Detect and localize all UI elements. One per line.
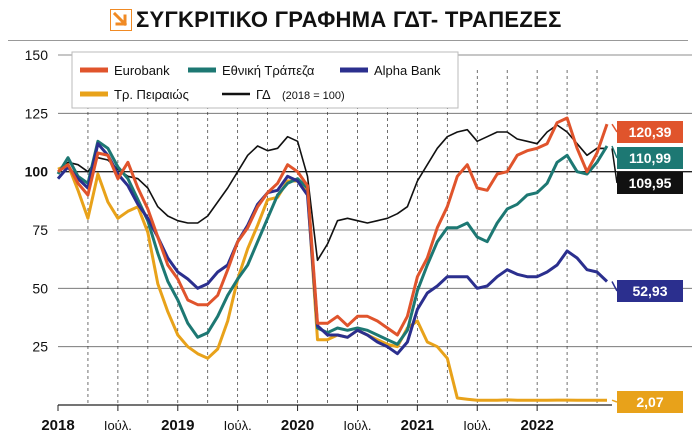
x-tick-label: 2019: [161, 417, 194, 434]
series-line-ethniki: [56, 139, 609, 346]
end-label-value: 109,95: [629, 175, 672, 191]
series-line-peiraios: [57, 163, 608, 402]
end-label-box: [617, 391, 683, 413]
end-label-connector: [611, 281, 618, 292]
series-lines: [56, 116, 609, 402]
end-label-value: 110,99: [629, 150, 671, 166]
end-label-value: 120,39: [629, 124, 672, 140]
y-tick-label: 75: [32, 222, 48, 238]
end-label-connector: [611, 145, 618, 159]
arrow-down-right-icon: [110, 9, 132, 31]
legend-label-eurobank: Eurobank: [114, 63, 170, 78]
legend-box: [71, 51, 459, 109]
end-label-box: [617, 280, 683, 302]
legend-label-gd: ΓΔ: [256, 87, 271, 102]
end-label-connector: [611, 148, 618, 184]
end-label-box: [617, 147, 683, 169]
x-axis: 2018 Ιούλ. 2019 Ιούλ. 2020 Ιούλ. 2021 Ιούλ. 2022: [41, 404, 612, 434]
y-tick-label: 125: [25, 105, 49, 121]
x-tick-label: Ιούλ.: [224, 418, 252, 433]
end-label-alpha: 52,93: [611, 280, 683, 302]
end-label-value: 2,07: [636, 394, 663, 410]
x-tick-label: 2022: [520, 417, 553, 434]
end-label-gd: 109,95: [611, 148, 683, 194]
end-label-connector: [611, 123, 618, 133]
series-line-gd: [57, 124, 608, 262]
end-label-eurobank: 120,39: [611, 121, 683, 143]
legend-label-peiraios: Τρ. Πειραιώς: [114, 87, 189, 102]
chart-title: ΣΥΓΚΡΙΤΙΚΟ ΓΡΑΦΗΜΑ ΓΔΤ- ΤΡΑΠΕΖΕΣ: [136, 7, 562, 32]
y-axis: 25 50 75 100 125 150: [25, 47, 49, 355]
series-line-eurobank: [57, 116, 609, 337]
x-tick-label: Ιούλ.: [463, 418, 491, 433]
legend: Eurobank Εθνική Τράπεζα Alpha Bank Τρ. Πειρ…: [71, 51, 459, 109]
x-tick-label: Ιούλ.: [104, 418, 132, 433]
legend-label-ethniki: Εθνική Τράπεζα: [222, 63, 315, 78]
legend-label-alpha: Alpha Bank: [374, 63, 441, 78]
x-tick-label: Ιούλ.: [343, 418, 371, 433]
end-label-peiraios: 2,07: [611, 391, 683, 413]
y-tick-label: 100: [25, 164, 49, 180]
end-label-connector: [611, 399, 618, 403]
y-tick-label: 25: [32, 339, 48, 355]
x-tick-label: 2018: [41, 417, 74, 434]
x-tick-label: 2020: [281, 417, 314, 434]
x-tick-label: 2021: [401, 417, 434, 434]
end-value-labels: 120,39 110,99 109,95 52,93 2,07: [611, 121, 683, 413]
end-label-value: 52,93: [632, 283, 667, 299]
chart-title-bar: ΣΥΓΚΡΙΤΙΚΟ ΓΡΑΦΗΜΑ ΓΔΤ- ΤΡΑΠΕΖΕΣ: [110, 4, 562, 36]
title-divider: [8, 40, 688, 41]
end-label-ethniki: 110,99: [611, 145, 683, 169]
y-tick-label: 150: [25, 47, 49, 63]
end-label-box: [617, 121, 683, 143]
end-label-box: [617, 172, 683, 194]
legend-note: (2018 = 100): [282, 90, 345, 102]
series-line-alpha: [56, 142, 609, 356]
y-tick-label: 50: [32, 280, 48, 296]
